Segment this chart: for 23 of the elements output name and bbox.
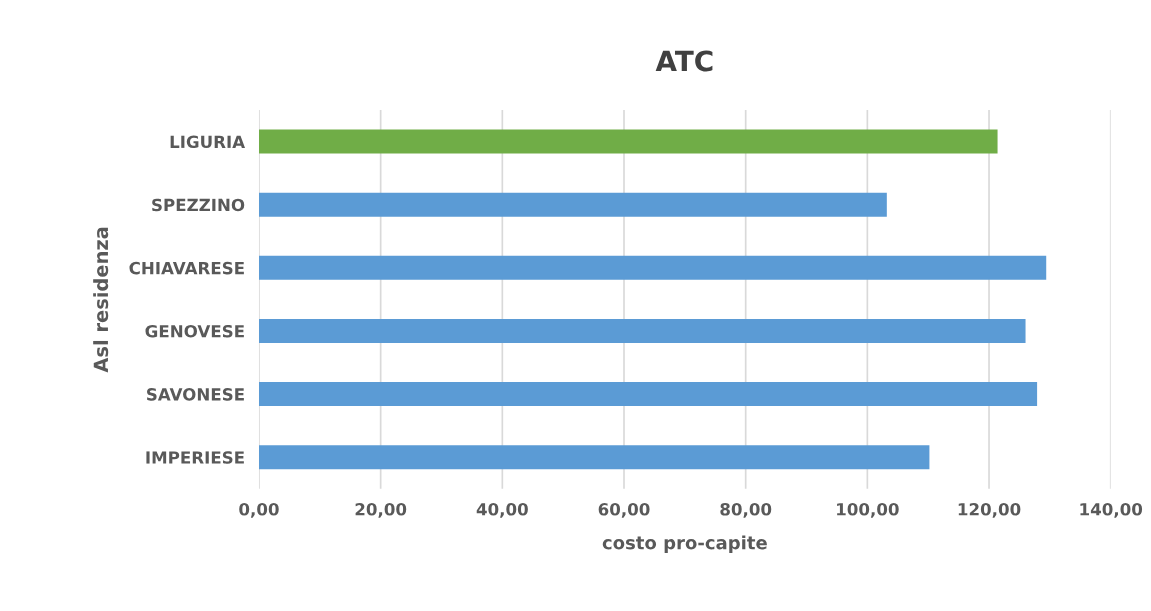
x-tick-label: 40,00: [476, 502, 528, 518]
y-axis-title: Asl residenza: [93, 227, 109, 373]
bar: [258, 129, 998, 154]
y-tick-label: IMPERIESE: [146, 451, 244, 464]
x-tick-label: 80,00: [720, 502, 772, 518]
bar: [258, 318, 1026, 343]
y-tick-label: SPEZZINO: [152, 198, 245, 212]
x-tick-label: 0,00: [239, 502, 279, 518]
x-tick-label: 140,00: [1080, 502, 1143, 518]
y-tick-label: GENOVESE: [145, 324, 244, 338]
bar: [258, 255, 1047, 280]
x-axis-title: costo pro-capite: [602, 535, 767, 553]
bar: [258, 192, 887, 217]
x-tick-label: 60,00: [598, 502, 650, 518]
bar: [258, 382, 1038, 407]
y-tick-label: SAVONESE: [147, 388, 244, 401]
x-tick-label: 100,00: [837, 502, 899, 518]
y-tick-label: LIGURIA: [170, 135, 246, 149]
x-tick-label: 20,00: [355, 502, 407, 518]
bar: [258, 445, 930, 470]
x-tick-label: 120,00: [958, 502, 1021, 518]
chart-title: ATC: [655, 50, 713, 72]
y-tick-label: CHIAVARESE: [129, 261, 244, 275]
